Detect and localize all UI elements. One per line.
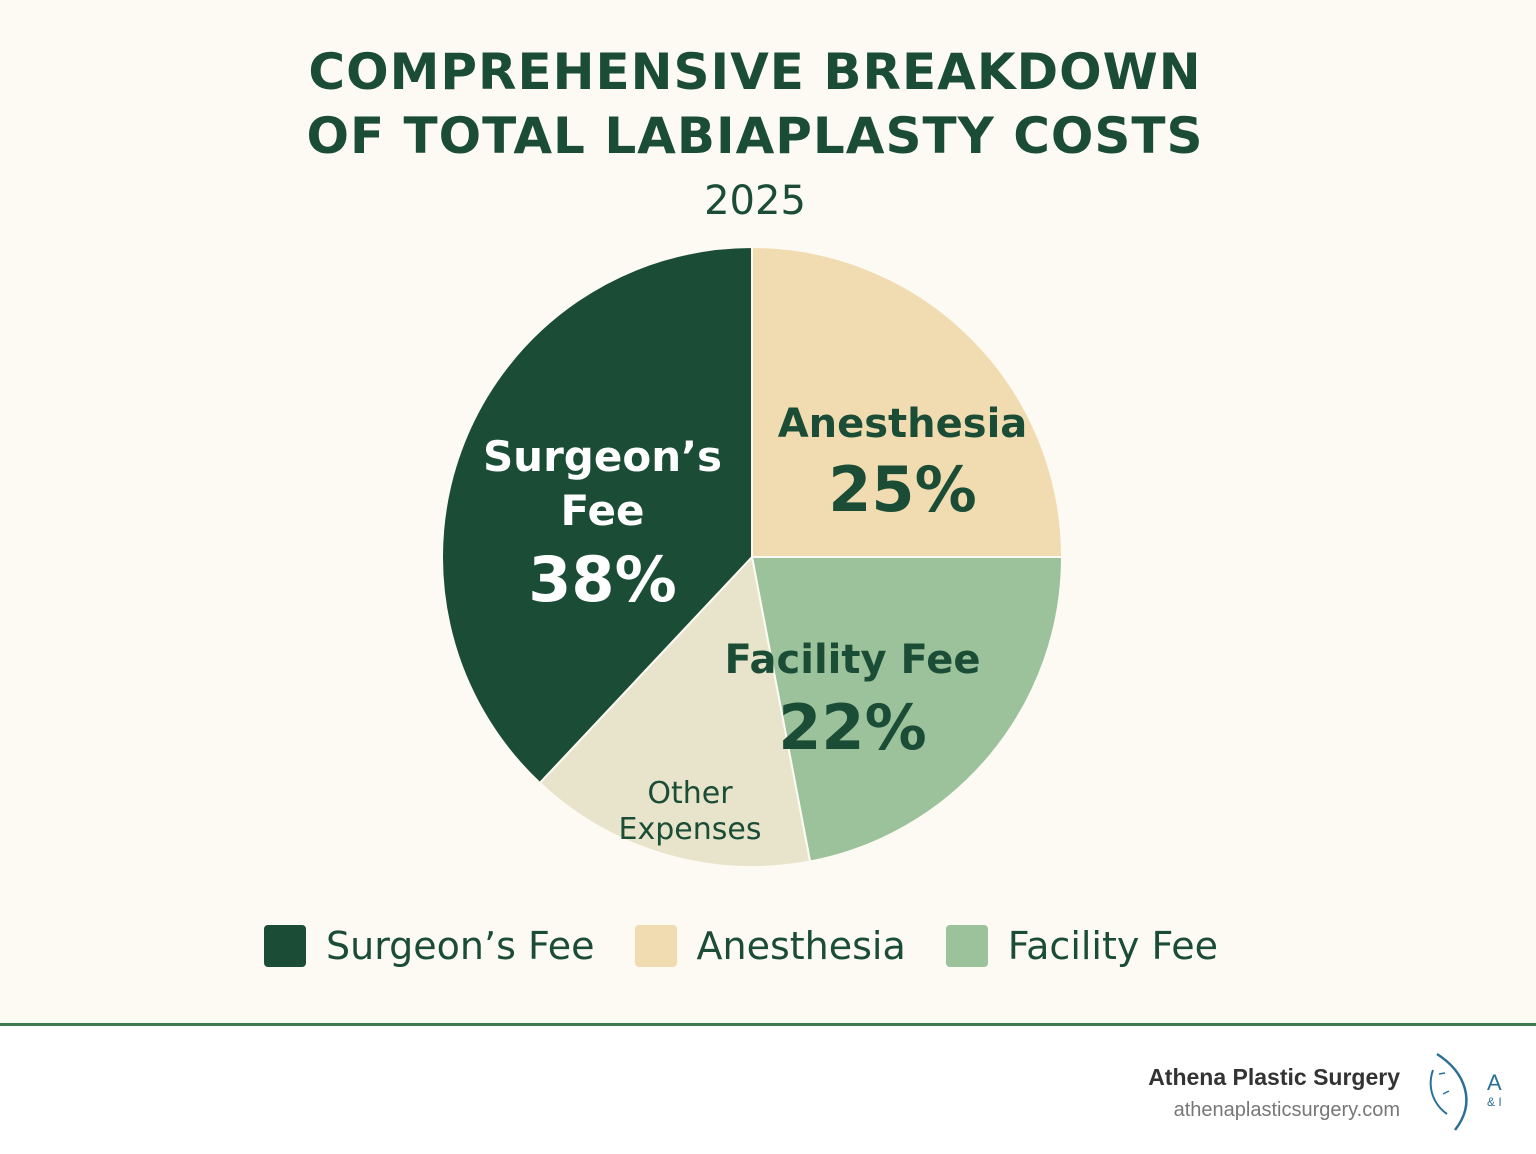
pie-slice-anesthesia xyxy=(751,245,1064,558)
chart-subtitle: 2025 xyxy=(704,178,806,224)
svg-text:A: A xyxy=(1487,1070,1502,1095)
legend-swatch xyxy=(634,925,677,967)
other-label-line-2: Expenses xyxy=(618,812,762,847)
legend-item-surgeon: Surgeon’s Fee xyxy=(264,924,595,968)
legend-label: Surgeon’s Fee xyxy=(326,924,595,968)
legend-label: Facility Fee xyxy=(1007,924,1218,968)
surgeon-label-line-1: Surgeon’s xyxy=(482,432,723,481)
legend-item-facility: Facility Fee xyxy=(945,924,1218,968)
anesthesia-slice-label: Anesthesia 25% xyxy=(770,398,1035,530)
athena-logo-icon: A & I xyxy=(1429,1052,1502,1131)
facility-slice-label: Facility Fee 22% xyxy=(720,634,985,770)
brand-url: athenaplasticsurgery.com xyxy=(1173,1099,1400,1121)
legend-item-anesthesia: Anesthesia xyxy=(634,924,906,968)
svg-text:& I: & I xyxy=(1487,1095,1502,1109)
facility-label: Facility Fee xyxy=(724,637,981,683)
footer xyxy=(0,1026,1536,1154)
pie-slice-facility-fee xyxy=(750,556,1064,863)
facility-value-label: 22% xyxy=(778,691,927,764)
title-line-1: COMPREHENSIVE BREAKDOWN xyxy=(308,43,1202,101)
legend: Surgeon’s Fee Anesthesia Facility Fee xyxy=(264,924,1258,968)
surgeon-value-label: 38% xyxy=(528,543,677,616)
other-label-line-1: Other xyxy=(647,776,733,811)
brand-name: Athena Plastic Surgery xyxy=(1148,1064,1400,1090)
title-line-2: OF TOTAL LABIAPLASTY COSTS xyxy=(306,107,1204,165)
other-slice-label: Other Expenses xyxy=(600,776,780,848)
surgeon-slice-label: Surgeon’s Fee 38% xyxy=(480,430,725,622)
footer-divider xyxy=(0,1023,1536,1026)
anesthesia-label: Anesthesia xyxy=(777,401,1028,447)
pie-slice-surgeon-s-fee xyxy=(441,245,753,785)
legend-label: Anesthesia xyxy=(696,924,906,968)
legend-swatch xyxy=(945,925,988,967)
pie-slice-other-expenses xyxy=(538,554,812,868)
anesthesia-value-label: 25% xyxy=(828,453,977,526)
surgeon-label-line-2: Fee xyxy=(560,486,645,535)
chart-title: COMPREHENSIVE BREAKDOWN OF TOTAL LABIAPL… xyxy=(0,40,1510,168)
brand-block: Athena Plastic Surgery athenaplasticsurg… xyxy=(1148,1064,1400,1122)
legend-swatch xyxy=(264,925,306,967)
